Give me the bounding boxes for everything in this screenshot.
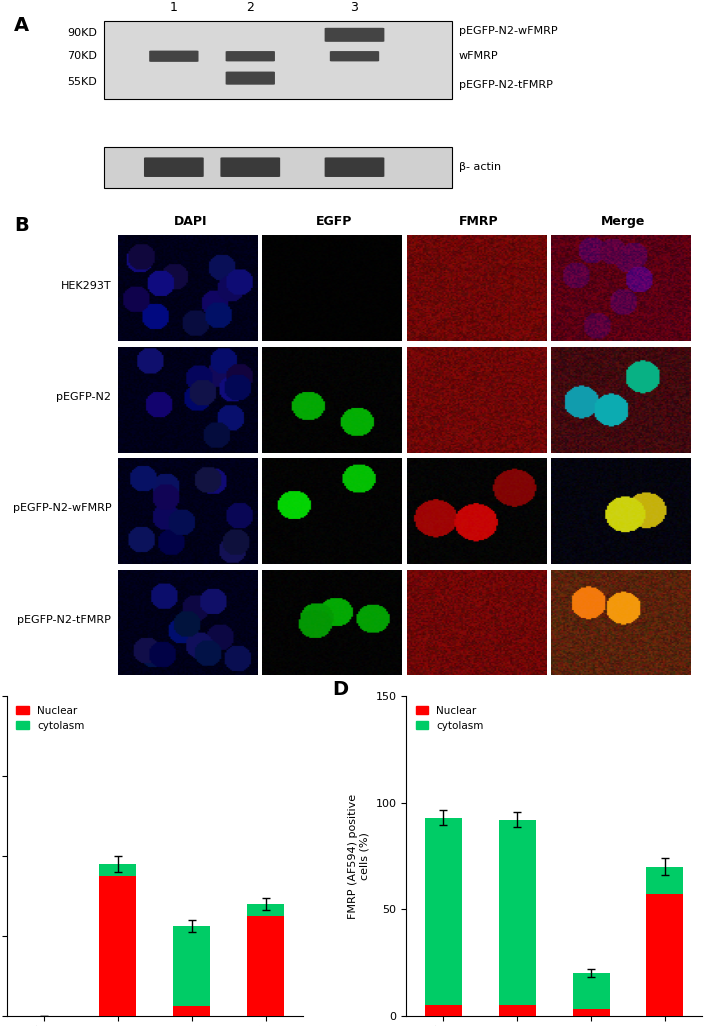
FancyBboxPatch shape [225,72,275,85]
Bar [174,925,211,1005]
Text: wFMRP: wFMRP [459,51,498,62]
FancyBboxPatch shape [220,157,280,176]
Text: FMRP: FMRP [459,214,498,228]
Bar [99,876,136,1016]
Text: pEGFP-N2: pEGFP-N2 [56,392,111,402]
Text: pEGFP-N2-wFMRP: pEGFP-N2-wFMRP [459,26,557,36]
Bar [573,973,610,1010]
Text: pEGFP-N2-tFMRP: pEGFP-N2-tFMRP [459,80,552,90]
Text: DAPI: DAPI [174,214,207,228]
Bar [247,904,284,916]
Text: A: A [14,15,29,35]
Text: HEK293T: HEK293T [61,280,111,290]
Bar [174,1005,211,1016]
Text: 3: 3 [350,1,359,14]
Bar [647,895,683,1016]
FancyBboxPatch shape [225,51,275,62]
Text: 1: 1 [170,1,178,14]
Legend: Nuclear, cytolasm: Nuclear, cytolasm [411,702,488,736]
Bar [99,864,136,876]
Text: B: B [14,215,29,235]
Text: 70KD: 70KD [67,51,97,62]
Text: pEGFP-N2-wFMRP: pEGFP-N2-wFMRP [13,504,111,513]
Bar [425,1005,462,1016]
Text: EGFP: EGFP [316,214,352,228]
FancyBboxPatch shape [330,51,379,62]
Bar [498,820,535,1005]
Legend: Nuclear, cytolasm: Nuclear, cytolasm [12,702,89,736]
FancyBboxPatch shape [144,157,203,176]
Text: 2: 2 [246,1,255,14]
Bar [425,818,462,1005]
FancyBboxPatch shape [104,22,452,98]
Bar [498,1005,535,1016]
FancyBboxPatch shape [325,28,384,42]
Bar [247,916,284,1016]
Text: pEGFP-N2-tFMRP: pEGFP-N2-tFMRP [18,615,111,625]
Bar [647,867,683,895]
Text: D: D [333,680,348,700]
FancyBboxPatch shape [149,50,199,62]
Bar [573,1010,610,1016]
FancyBboxPatch shape [325,157,384,176]
FancyBboxPatch shape [104,147,452,188]
Text: 90KD: 90KD [67,28,97,38]
Text: 55KD: 55KD [67,77,97,87]
Text: β- actin: β- actin [459,162,501,172]
Text: Merge: Merge [601,214,645,228]
Y-axis label: FMRP (AF594) positive
cells (%): FMRP (AF594) positive cells (%) [348,793,370,918]
